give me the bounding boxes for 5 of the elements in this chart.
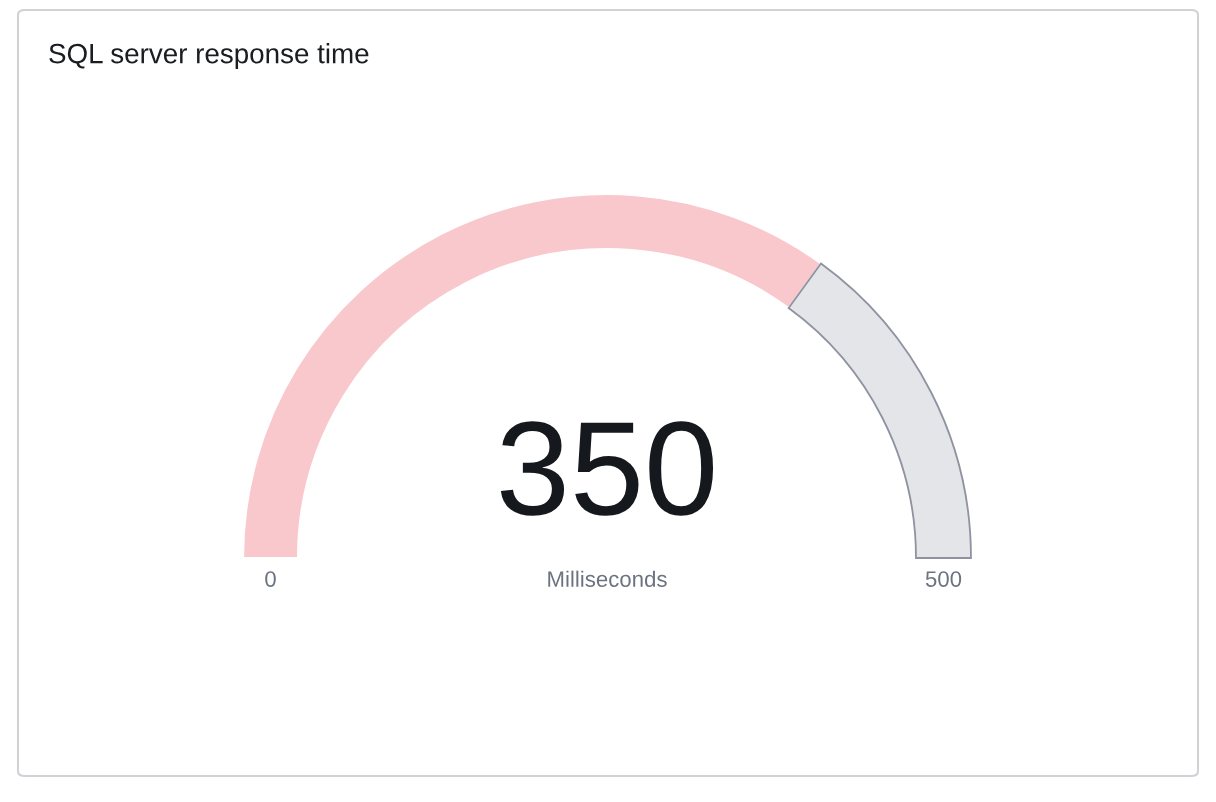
text: Milliseconds [548,570,667,587]
text: 350 [500,421,714,516]
text: 0 [265,571,276,587]
text: 500 [925,571,962,587]
chart-title: SQL server response time [49,43,369,69]
